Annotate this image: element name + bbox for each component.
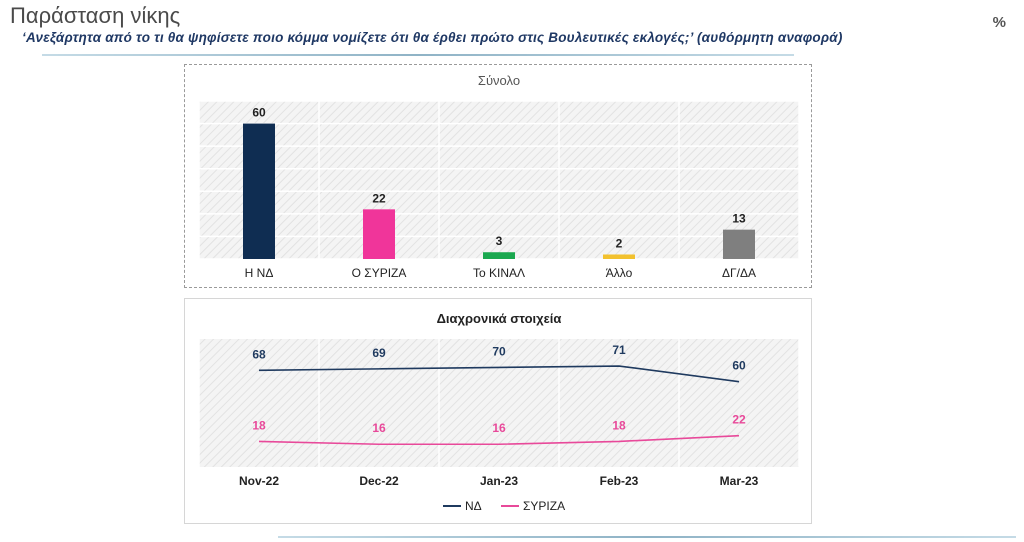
bar-plot-area: [199, 101, 799, 259]
series-1-point-label: 22: [732, 413, 746, 427]
series-1-point-label: 16: [492, 421, 506, 435]
bar-value-label: 3: [496, 234, 503, 248]
bar-value-label: 13: [732, 212, 746, 226]
total-bar-chart: Σύνολο 60 Η ΝΔ 22 Ο ΣΥΡΙΖΑ 3 Το ΚΙΝΑΛ 2 Άλλο 13 Δ…: [198, 73, 800, 280]
bar-1: [363, 209, 395, 259]
series-1-point-label: 18: [612, 418, 626, 432]
trend-line-chart: Διαχρονικά στοιχεία 68 69 70 71 60 18 16 16 18 22…: [198, 311, 800, 513]
series-0-point-label: 60: [732, 359, 746, 373]
subtitle-underline: [42, 54, 794, 56]
footer-rule: [278, 536, 1016, 538]
series-0-point-label: 68: [252, 347, 266, 361]
line-plot-area: [199, 339, 799, 467]
bar-0: [243, 123, 275, 259]
bar-value-label: 22: [372, 191, 386, 205]
total-bar-chart-panel: Σύνολο 60 Η ΝΔ 22 Ο ΣΥΡΙΖΑ 3 Το ΚΙΝΑΛ 2 Άλλο 13 Δ…: [184, 64, 812, 288]
series-0-point-label: 70: [492, 344, 506, 358]
bar-category-label: Άλλο: [606, 266, 633, 280]
series-1-point-label: 18: [252, 418, 266, 432]
bar-value-label: 60: [252, 106, 266, 120]
bar-category-label: Η ΝΔ: [245, 266, 274, 280]
question-subtitle: ‘Ανεξάρτητα από το τι θα ψηφίσετε ποιο κ…: [22, 30, 843, 45]
series-line-1: [258, 434, 740, 446]
line-x-tick-label: Dec-22: [359, 474, 399, 488]
bar-category-label: Ο ΣΥΡΙΖΑ: [352, 266, 407, 280]
line-x-tick-label: Mar-23: [720, 474, 759, 488]
bar-category-label: Το ΚΙΝΑΛ: [473, 266, 525, 280]
series-1-point-label: 16: [372, 421, 386, 435]
bar-4: [723, 229, 755, 259]
bar-3: [603, 254, 635, 259]
bar-category-label: ΔΓ/ΔΑ: [722, 266, 756, 280]
line-x-tick-label: Nov-22: [239, 474, 279, 488]
trend-line-chart-panel: Διαχρονικά στοιχεία 68 69 70 71 60 18 16 16 18 22…: [184, 298, 812, 524]
line-x-tick-label: Jan-23: [480, 474, 518, 488]
legend-label-0: ΝΔ: [465, 499, 482, 513]
unit-label: %: [992, 14, 1006, 31]
series-line-0: [258, 365, 740, 383]
line-x-tick-label: Feb-23: [600, 474, 639, 488]
legend-label-1: ΣΥΡΙΖΑ: [523, 499, 565, 513]
series-0-point-label: 71: [612, 343, 626, 357]
bar-value-label: 2: [616, 236, 623, 250]
bar-2: [483, 252, 515, 259]
page-title: Παράσταση νίκης: [10, 3, 181, 28]
line-chart-title: Διαχρονικά στοιχεία: [437, 311, 562, 326]
bar-chart-title: Σύνολο: [478, 73, 520, 88]
series-0-point-label: 69: [372, 346, 386, 360]
